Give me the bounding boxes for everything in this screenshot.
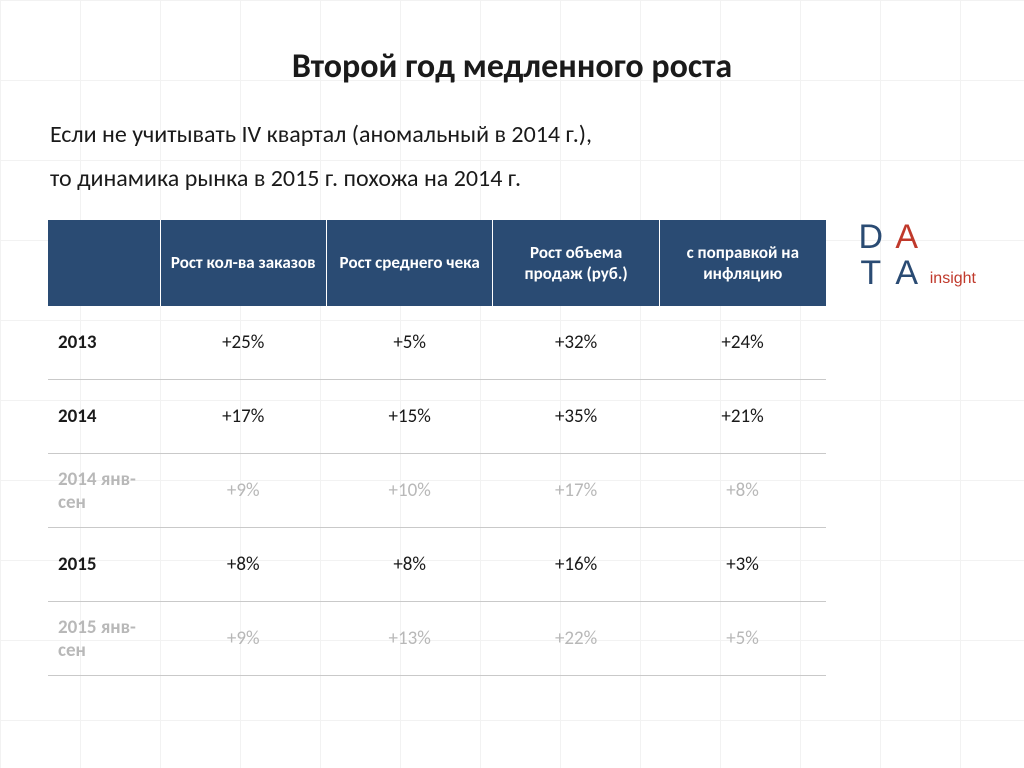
data-cell: +15% bbox=[326, 380, 492, 454]
data-cell: +25% bbox=[160, 306, 326, 380]
data-cell: +17% bbox=[160, 380, 326, 454]
data-cell: +32% bbox=[493, 306, 659, 380]
year-cell: 2014 янв-сен bbox=[48, 454, 160, 528]
header-col-1: Рост кол-ва заказов bbox=[160, 220, 326, 306]
data-cell: +3% bbox=[659, 528, 825, 602]
table-row: 2013 +25% +5% +32% +24% bbox=[48, 306, 826, 380]
subtitle-line-2: то динамика рынка в 2015 г. похожа на 20… bbox=[50, 157, 976, 201]
year-cell: 2014 bbox=[48, 380, 160, 454]
year-cell: 2013 bbox=[48, 306, 160, 380]
data-cell: +22% bbox=[493, 602, 659, 676]
logo-letter-a1: A bbox=[890, 220, 924, 254]
header-col-4: с поправкой на инфляцию bbox=[659, 220, 825, 306]
slide-title: Второй год медленного роста bbox=[48, 46, 976, 87]
content-row: Рост кол-ва заказов Рост среднего чека Р… bbox=[48, 220, 976, 677]
slide-subtitle: Если не учитывать IV квартал (аномальный… bbox=[50, 113, 976, 202]
header-blank bbox=[48, 220, 160, 306]
logo-top-row: D A bbox=[854, 220, 976, 254]
logo-letter-t: T bbox=[854, 256, 888, 290]
header-col-2: Рост среднего чека bbox=[326, 220, 492, 306]
logo-letter-d: D bbox=[854, 220, 888, 254]
data-cell: +8% bbox=[160, 528, 326, 602]
table-row: 2014 янв-сен +9% +10% +17% +8% bbox=[48, 454, 826, 528]
year-cell: 2015 bbox=[48, 528, 160, 602]
logo-bottom-row: T A insight bbox=[854, 256, 976, 290]
header-col-3: Рост объема продаж (руб.) bbox=[493, 220, 659, 306]
year-cell: 2015 янв-сен bbox=[48, 602, 160, 676]
data-cell: +13% bbox=[326, 602, 492, 676]
table-body: 2013 +25% +5% +32% +24% 2014 +17% +15% +… bbox=[48, 306, 826, 676]
subtitle-line-1: Если не учитывать IV квартал (аномальный… bbox=[50, 113, 976, 157]
data-cell: +35% bbox=[493, 380, 659, 454]
table-row: 2014 +17% +15% +35% +21% bbox=[48, 380, 826, 454]
data-cell: +9% bbox=[160, 602, 326, 676]
data-cell: +16% bbox=[493, 528, 659, 602]
data-cell: +10% bbox=[326, 454, 492, 528]
slide: Второй год медленного роста Если не учит… bbox=[0, 0, 1024, 768]
data-insight-logo: D A T A insight bbox=[854, 220, 976, 290]
table-header-row: Рост кол-ва заказов Рост среднего чека Р… bbox=[48, 220, 826, 306]
logo-insight-text: insight bbox=[926, 271, 976, 290]
growth-table: Рост кол-ва заказов Рост среднего чека Р… bbox=[48, 220, 826, 677]
data-cell: +8% bbox=[659, 454, 825, 528]
data-cell: +9% bbox=[160, 454, 326, 528]
data-cell: +21% bbox=[659, 380, 825, 454]
table-row: 2015 янв-сен +9% +13% +22% +5% bbox=[48, 602, 826, 676]
table-row: 2015 +8% +8% +16% +3% bbox=[48, 528, 826, 602]
data-cell: +17% bbox=[493, 454, 659, 528]
data-cell: +5% bbox=[659, 602, 825, 676]
data-cell: +5% bbox=[326, 306, 492, 380]
logo-letter-a2: A bbox=[890, 256, 924, 290]
data-cell: +8% bbox=[326, 528, 492, 602]
data-cell: +24% bbox=[659, 306, 825, 380]
